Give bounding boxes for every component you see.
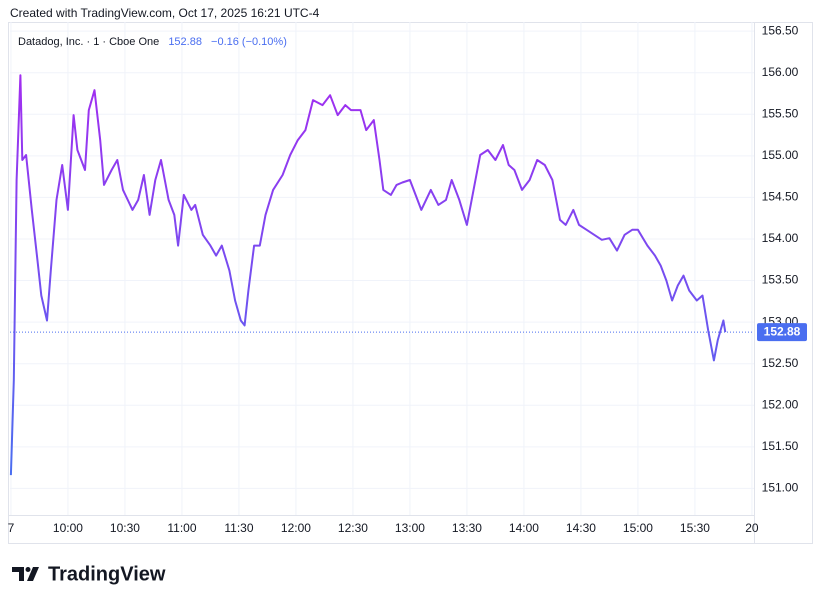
y-tick-label: 152.50 bbox=[762, 356, 799, 370]
x-tick-label: 11:30 bbox=[224, 521, 253, 535]
x-tick-label: 12:30 bbox=[338, 521, 368, 535]
y-tick-label: 155.50 bbox=[762, 106, 799, 120]
last-price-label: 152.88 bbox=[764, 324, 801, 338]
y-tick-label: 155.00 bbox=[762, 148, 799, 162]
x-tick-label: 14:00 bbox=[509, 521, 539, 535]
x-tick-label: 7 bbox=[8, 521, 15, 535]
y-tick-label: 151.00 bbox=[762, 481, 799, 495]
price-change: −0.16 (−0.10%) bbox=[211, 36, 287, 48]
symbol: Datadog, Inc. · 1 · Cboe One 152.88 −0.1… bbox=[18, 36, 287, 48]
pane-border bbox=[8, 22, 813, 544]
y-tick-label: 156.00 bbox=[762, 65, 799, 79]
y-tick-label: 154.00 bbox=[762, 231, 799, 245]
y-tick-label: 152.00 bbox=[762, 397, 799, 411]
symbol-name: Datadog, Inc. · 1 · Cboe One bbox=[18, 36, 159, 48]
header: Created with TradingView.com, Oct 17, 20… bbox=[10, 6, 320, 20]
x-tick-label: 14:30 bbox=[566, 521, 596, 535]
last-price-box bbox=[757, 323, 807, 342]
x-tick-label: 20 bbox=[745, 521, 759, 535]
logo-text: TradingView bbox=[48, 563, 166, 585]
logo: TradingView bbox=[12, 563, 166, 585]
x-tick-label: 13:00 bbox=[395, 521, 425, 535]
x-tick-label: 10:30 bbox=[110, 521, 140, 535]
last-price: 152.88 bbox=[168, 36, 202, 48]
x-tick-label: 12:00 bbox=[281, 521, 311, 535]
price-line bbox=[9, 74, 727, 476]
x-tick-label: 11:00 bbox=[167, 521, 196, 535]
grid bbox=[10, 22, 754, 515]
x-tick-label: 15:30 bbox=[680, 521, 710, 535]
y-tick-label: 153.50 bbox=[762, 273, 799, 287]
x-tick-label: 15:00 bbox=[623, 521, 653, 535]
x-tick-label: 13:30 bbox=[452, 521, 482, 535]
y-tick-label: 156.50 bbox=[762, 23, 799, 37]
x-tick-label: 10:00 bbox=[53, 521, 83, 535]
y-tick-label: 151.50 bbox=[762, 439, 799, 453]
y-tick-label: 154.50 bbox=[762, 190, 799, 204]
